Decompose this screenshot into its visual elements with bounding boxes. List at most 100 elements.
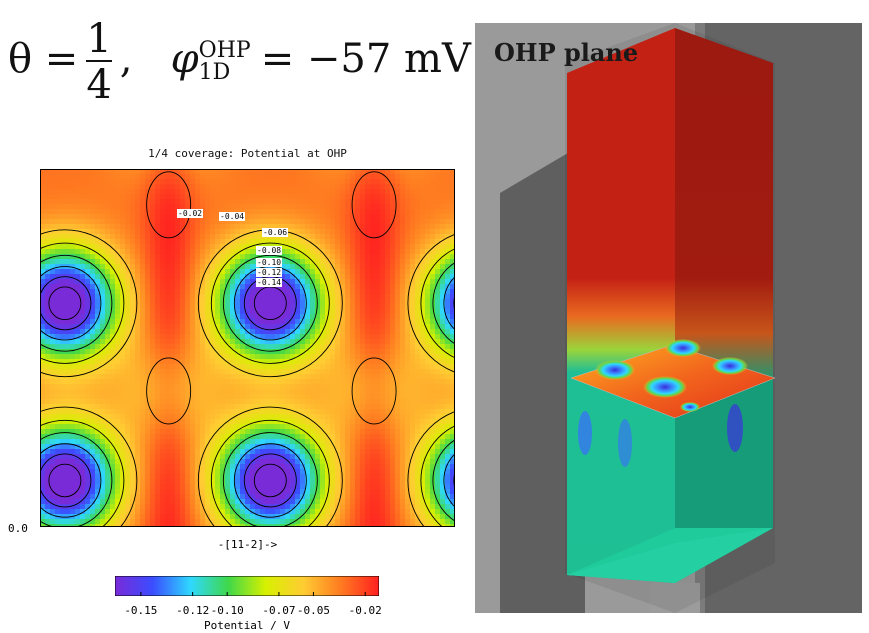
heatmap-cell [220,304,226,310]
heatmap-cell [120,279,126,285]
heatmap-cell [240,209,246,215]
heatmap-cell [140,369,146,375]
heatmap-cell [270,309,276,315]
heatmap-cell [420,394,426,400]
heatmap-cell [125,259,131,265]
heatmap-cell [365,454,371,460]
heatmap-cell [50,469,56,475]
heatmap-cell [310,179,316,185]
heatmap-cell [125,449,131,455]
heatmap-cell [140,434,146,440]
heatmap-cell [215,314,221,320]
heatmap-cell [250,394,256,400]
heatmap-cell [80,184,86,190]
heatmap-cell [140,464,146,470]
heatmap-cell [105,194,111,200]
heatmap-cell [45,309,51,315]
heatmap-cell [270,174,276,180]
heatmap-cell [175,454,181,460]
heatmap-cell [405,254,411,260]
heatmap-cell [160,439,166,445]
heatmap-cell [45,244,51,250]
heatmap-cell [415,349,421,355]
heatmap-cell [420,404,426,410]
heatmap-cell [410,314,416,320]
heatmap-cell [50,459,56,465]
heatmap-cell [135,289,141,295]
heatmap-cell [285,279,291,285]
heatmap-cell [180,379,186,385]
heatmap-cell [120,249,126,255]
heatmap-cell [425,264,431,270]
heatmap-cell [450,399,455,405]
heatmap-cell [275,319,281,325]
heatmap-cell [420,254,426,260]
heatmap-cell [405,374,411,380]
heatmap-cell [135,189,141,195]
heatmap-cell [145,459,151,465]
heatmap-cell [300,254,306,260]
heatmap-cell [265,384,271,390]
heatmap-cell [250,344,256,350]
heatmap-cell [145,369,151,375]
heatmap-cell [255,339,261,345]
heatmap-cell [430,184,436,190]
heatmap-cell [345,379,351,385]
heatmap-cell [265,409,271,415]
heatmap-cell [45,219,51,225]
heatmap-cell [200,284,206,290]
heatmap-cell [370,359,376,365]
heatmap-cell [275,339,281,345]
heatmap-cell [290,299,296,305]
heatmap-cell [410,439,416,445]
heatmap-cell [325,429,331,435]
heatmap-cell [250,409,256,415]
heatmap-cell [50,389,56,395]
heatmap-cell [415,234,421,240]
heatmap-cell [295,224,301,230]
heatmap-cell [390,209,396,215]
heatmap-cell [275,394,281,400]
heatmap-cell [100,349,106,355]
heatmap-cell [105,174,111,180]
heatmap-cell [240,294,246,300]
heatmap-cell [65,454,71,460]
heatmap-cell [225,284,231,290]
heatmap-cell [60,324,66,330]
heatmap-cell [110,319,116,325]
heatmap-cell [230,354,236,360]
heatmap-cell [40,334,46,340]
heatmap-cell [160,454,166,460]
heatmap-cell [235,429,241,435]
heatmap-cell [170,429,176,435]
heatmap-cell [375,384,381,390]
heatmap-cell [125,369,131,375]
heatmap-cell [370,439,376,445]
heatmap-cell [235,269,241,275]
heatmap-cell [100,409,106,415]
heatmap-cell [440,329,446,335]
heatmap-cell [55,469,61,475]
heatmap-cell [305,319,311,325]
heatmap-cell [385,404,391,410]
heatmap-cell [240,184,246,190]
heatmap-cell [230,349,236,355]
heatmap-cell [95,339,101,345]
heatmap-cell [150,299,156,305]
heatmap-cell [110,399,116,405]
heatmap-cell [375,329,381,335]
heatmap-cell [400,419,406,425]
heatmap-cell [185,294,191,300]
heatmap-cell [385,304,391,310]
heatmap-cell [195,404,201,410]
heatmap-cell [345,174,351,180]
heatmap-cell [375,179,381,185]
heatmap-cell [60,454,66,460]
heatmap-cell [165,394,171,400]
heatmap-cell [375,364,381,370]
heatmap-cell [370,434,376,440]
heatmap-cell [280,384,286,390]
heatmap-cell [120,304,126,310]
heatmap-cell [280,439,286,445]
heatmap-cell [155,299,161,305]
